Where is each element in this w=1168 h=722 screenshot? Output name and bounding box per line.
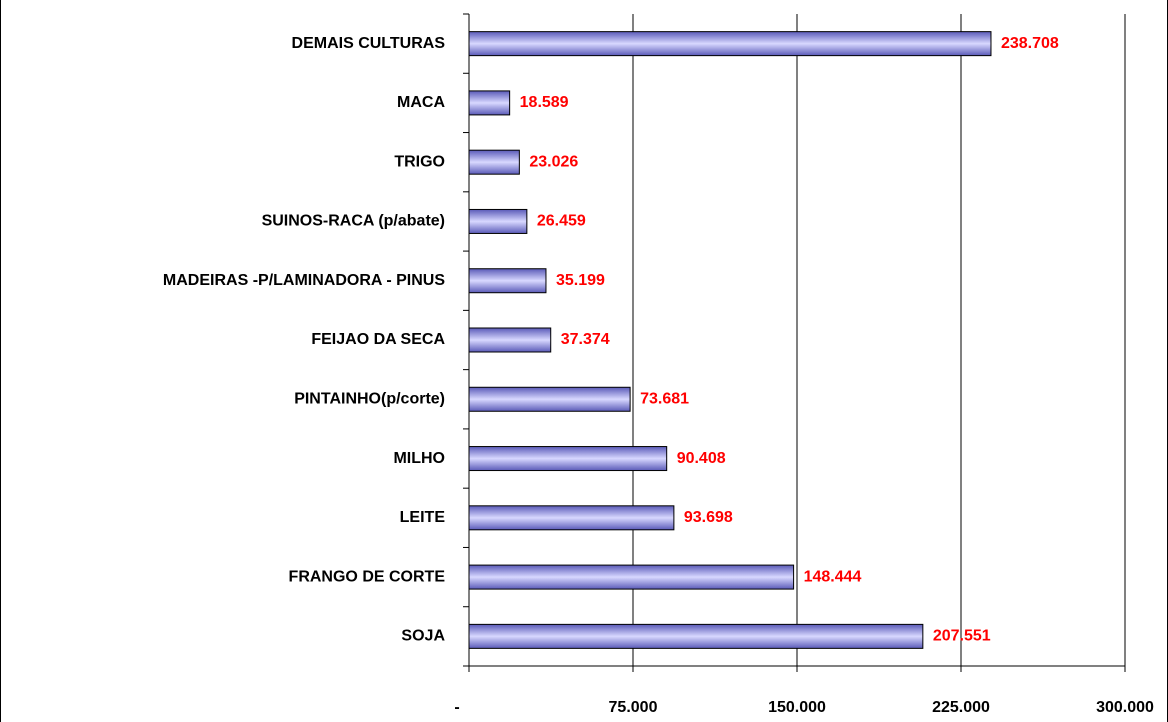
data-label: 90.408 [677,450,726,467]
bar [468,623,924,649]
data-label: 148.444 [804,568,862,585]
x-tick-label: - [454,699,459,716]
y-tick-label: SOJA [401,628,445,645]
x-tick-label: 225.000 [932,699,990,716]
y-tick-label: PINTAINHO(p/corte) [294,390,445,407]
y-tick-label: SUINOS-RACA (p/abate) [262,213,445,230]
bar [468,149,520,175]
bar [468,327,552,353]
data-label: 35.199 [556,272,605,289]
x-tick-label: 300.000 [1096,699,1154,716]
bar [468,505,675,531]
data-label: 18.589 [520,94,569,111]
bar [468,386,631,412]
data-label: 23.026 [529,153,578,170]
bar [468,446,668,472]
data-label: 93.698 [684,509,733,526]
data-label: 207.551 [933,628,991,645]
x-tick-label: 75.000 [609,699,658,716]
bar [468,90,511,116]
bar [468,208,528,234]
data-label: 238.708 [1001,35,1059,52]
x-tick-label: 150.000 [768,699,826,716]
data-label: 73.681 [640,390,689,407]
y-tick-label: FRANGO DE CORTE [289,568,446,585]
y-tick-label: FEIJAO DA SECA [311,331,445,348]
y-tick-label: LEITE [400,509,446,526]
y-tick-label: DEMAIS CULTURAS [292,35,446,52]
bar [468,31,992,57]
data-label: 26.459 [537,213,586,230]
y-tick-label: TRIGO [394,153,445,170]
y-tick-label: MACA [397,94,445,111]
bar [468,268,547,294]
bar [468,564,795,590]
y-tick-label: MILHO [393,450,445,467]
y-tick-label: MADEIRAS -P/LAMINADORA - PINUS [163,272,445,289]
data-label: 37.374 [561,331,610,348]
